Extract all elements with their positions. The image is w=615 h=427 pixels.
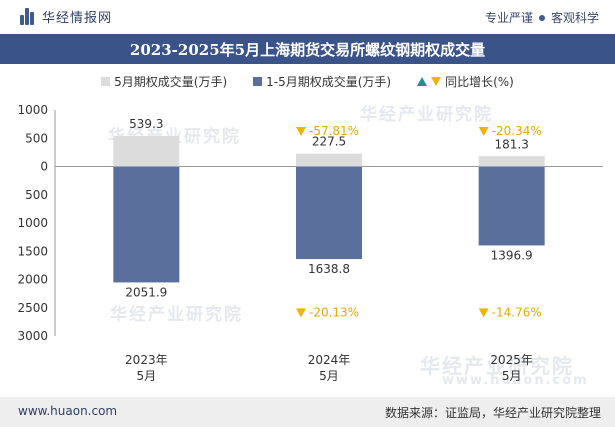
legend-item-cumulative: 1-5月期权成交量(万手) xyxy=(253,73,391,90)
growth-down-icon xyxy=(478,308,489,318)
title-bar: 2023-2025年5月上海期货交易所螺纹钢期权成交量 xyxy=(0,34,615,64)
bar-monthly xyxy=(478,156,545,167)
legend-label-monthly: 5月期权成交量(万手) xyxy=(114,74,228,89)
top-bar: 华经情报网 专业严谨 客观科学 xyxy=(0,0,615,34)
growth-label-cumulative: -14.76% xyxy=(492,305,542,319)
tagline-right: 客观科学 xyxy=(550,11,599,25)
y-tick-label: 0 xyxy=(40,160,48,174)
legend: 5月期权成交量(万手) 1-5月期权成交量(万手) 同比增长(%) xyxy=(0,70,615,92)
data-label-cumulative: 1396.9 xyxy=(491,248,533,262)
bar-cumulative xyxy=(478,166,545,246)
bar-cumulative xyxy=(113,166,180,283)
footer-website: www.huaon.com xyxy=(18,404,118,418)
x-tick-label: 5月 xyxy=(319,369,339,383)
tagline-left: 专业严谨 xyxy=(484,11,533,25)
brand: 华经情报网 xyxy=(20,7,112,26)
tagline: 专业严谨 客观科学 xyxy=(485,9,599,26)
y-tick-label: 1000 xyxy=(17,103,48,117)
y-tick-label: 2500 xyxy=(17,301,48,315)
data-label-monthly: 227.5 xyxy=(312,135,346,149)
brand-name: 华经情报网 xyxy=(42,11,113,26)
chart-plot: 1000 500 0 500 1000 1500 2000 2500 3000 539.3 2051… xyxy=(17,103,603,383)
legend-swatch-cumulative xyxy=(253,76,263,86)
data-label-cumulative: 2051.9 xyxy=(125,285,167,299)
legend-label-cumulative: 1-5月期权成交量(万手) xyxy=(266,74,392,89)
y-tick-label: 1000 xyxy=(17,216,48,230)
x-tick-label: 5月 xyxy=(137,369,157,383)
x-tick-label: 2023年 xyxy=(125,353,168,367)
y-tick-label: 2000 xyxy=(17,273,48,287)
dot-icon xyxy=(538,14,545,21)
bar-monthly xyxy=(113,136,180,167)
data-label-cumulative: 1638.8 xyxy=(308,262,350,276)
chart-title: 2023-2025年5月上海期货交易所螺纹钢期权成交量 xyxy=(129,40,486,59)
data-label-monthly: 539.3 xyxy=(129,117,163,131)
x-tick-label: 2025年 xyxy=(490,353,533,367)
growth-down-icon xyxy=(478,126,489,136)
y-tick-label: 500 xyxy=(25,131,48,145)
x-tick-label: 5月 xyxy=(502,369,522,383)
y-tick-label: 1500 xyxy=(17,244,48,258)
legend-label-growth: 同比增长(%) xyxy=(445,74,514,89)
legend-item-growth: 同比增长(%) xyxy=(417,73,514,90)
growth-label-monthly: -20.34% xyxy=(492,124,542,138)
x-tick-label: 2024年 xyxy=(308,353,351,367)
logo-icon xyxy=(20,8,35,25)
triangle-down-icon xyxy=(431,76,442,86)
y-tick-label: 500 xyxy=(25,188,48,202)
triangle-up-icon xyxy=(417,76,428,86)
y-tick-label: 3000 xyxy=(17,329,48,343)
growth-down-icon xyxy=(296,126,306,136)
legend-item-monthly: 5月期权成交量(万手) xyxy=(101,73,227,90)
growth-label-cumulative: -20.13% xyxy=(309,305,359,319)
bar-cumulative xyxy=(296,166,362,260)
growth-label-monthly: -57.81% xyxy=(309,124,359,138)
growth-down-icon xyxy=(296,308,306,318)
footer: www.huaon.com 数据来源：证监局，华经产业研究院整理 xyxy=(0,397,615,427)
bar-monthly xyxy=(296,153,362,167)
legend-swatch-monthly xyxy=(101,76,111,86)
data-label-monthly: 181.3 xyxy=(494,137,528,151)
footer-source: 数据来源：证监局，华经产业研究院整理 xyxy=(384,406,601,420)
